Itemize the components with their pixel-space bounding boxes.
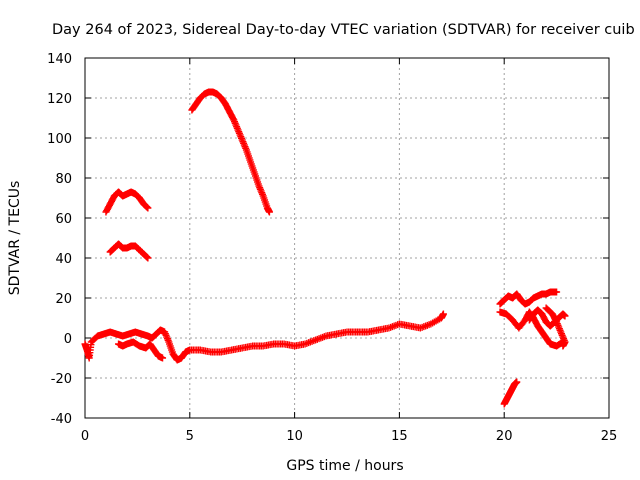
grid-lines bbox=[85, 58, 609, 418]
x-tick-label: 5 bbox=[186, 429, 194, 444]
x-tick-label: 15 bbox=[391, 429, 408, 444]
x-tick-label: 10 bbox=[286, 429, 303, 444]
series-right-cluster-a bbox=[496, 288, 561, 308]
plus-marker bbox=[439, 310, 447, 318]
series-baseline-dip bbox=[115, 338, 167, 362]
x-tick-label: 20 bbox=[496, 429, 513, 444]
plus-marker bbox=[159, 354, 167, 362]
data-markers bbox=[81, 88, 569, 408]
series-high-arc bbox=[188, 88, 273, 216]
chart-title: Day 264 of 2023, Sidereal Day-to-day VTE… bbox=[52, 22, 635, 38]
y-tick-label: 80 bbox=[55, 172, 72, 187]
plus-marker bbox=[144, 204, 152, 212]
y-tick-label: -20 bbox=[51, 372, 72, 387]
plus-marker bbox=[561, 312, 569, 320]
series-middle-left-arc bbox=[106, 240, 152, 262]
series-lower-right-arc bbox=[500, 378, 521, 408]
y-tick-label: 20 bbox=[55, 292, 72, 307]
plot-frame bbox=[84, 57, 610, 419]
y-tick-label: 40 bbox=[55, 252, 72, 267]
plus-marker bbox=[513, 378, 521, 386]
y-tick-label: 60 bbox=[55, 212, 72, 227]
x-tick-label: 25 bbox=[601, 429, 618, 444]
axis-ticks: 0 5 10 15 20 25 -40 -20 0 20 40 60 80 100 120 140 bbox=[47, 52, 617, 444]
y-axis-label: SDTVAR / TECUs bbox=[7, 181, 23, 296]
series-right-cluster-b bbox=[496, 308, 567, 350]
series-baseline bbox=[81, 310, 447, 364]
x-axis-label: GPS time / hours bbox=[286, 458, 403, 474]
plus-marker bbox=[265, 208, 273, 216]
plus-marker bbox=[144, 254, 152, 262]
series-right-cluster-d bbox=[542, 304, 569, 350]
plus-marker bbox=[553, 288, 561, 296]
x-tick-label: 0 bbox=[81, 429, 89, 444]
plus-marker bbox=[559, 342, 567, 350]
y-tick-label: -40 bbox=[51, 412, 72, 427]
y-tick-label: 0 bbox=[64, 332, 72, 347]
y-tick-label: 100 bbox=[47, 132, 72, 147]
y-tick-label: 120 bbox=[47, 92, 72, 107]
series-upper-left-arc bbox=[102, 188, 152, 216]
y-tick-label: 140 bbox=[47, 52, 72, 67]
